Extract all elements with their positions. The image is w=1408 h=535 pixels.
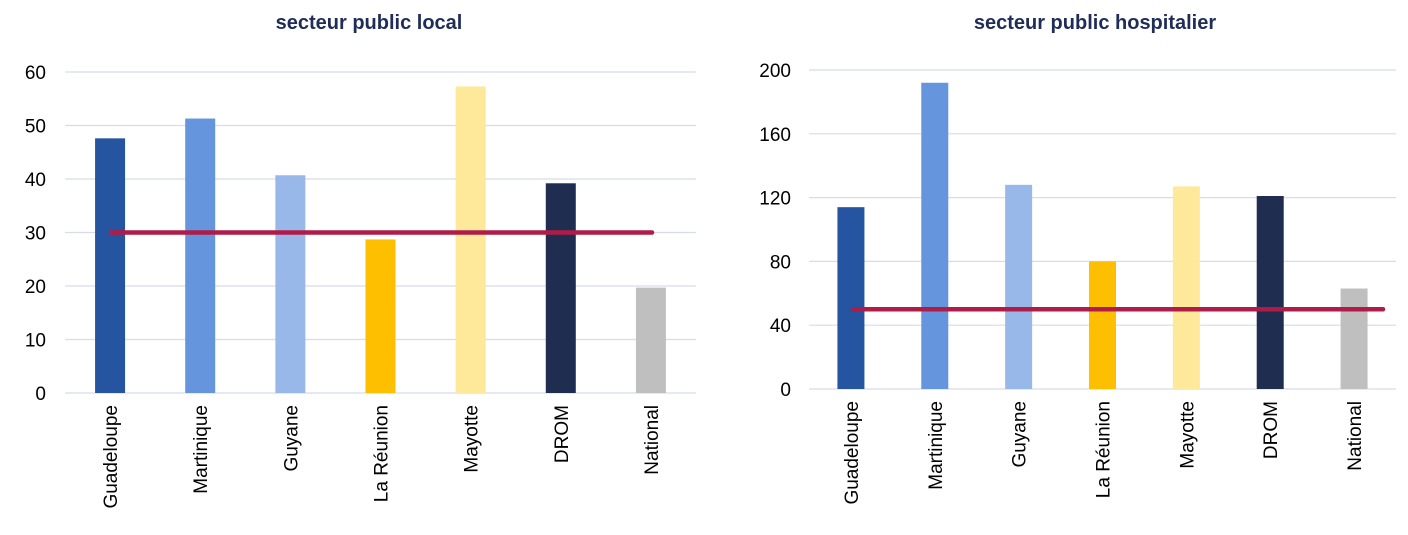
bar-drom — [1256, 196, 1284, 389]
chart-panel-hospitalier: secteur public hospitalier 0 40 80 120 160 20… — [704, 0, 1408, 535]
x-category-label: Martinique — [191, 405, 212, 494]
chart-title-local: secteur public local — [275, 12, 463, 34]
x-category-label: Guyane — [281, 405, 302, 472]
bar-drom — [545, 183, 576, 393]
bar-national — [1340, 288, 1368, 389]
bar-chart-local: 0 10 20 30 40 50 60 Guadeloupe Martinique Guyane L… — [25, 63, 696, 509]
y-tick-label: 160 — [759, 125, 791, 146]
x-category-label: Mayotte — [1177, 401, 1198, 469]
x-category-label: DROM — [552, 405, 573, 463]
bar-la-r-union — [365, 239, 396, 393]
bar-chart-hospitalier: 0 40 80 120 160 200 Guadeloupe Martinique Guyane… — [759, 61, 1396, 505]
x-category-label: La Réunion — [1094, 401, 1115, 498]
chart-title-hospitalier: secteur public hospitalier — [973, 12, 1217, 34]
bar-guyane — [275, 175, 306, 393]
bar-guadeloupe — [837, 207, 865, 389]
y-tick-label: 0 — [780, 380, 791, 401]
y-tick-label: 10 — [25, 331, 46, 352]
bar-guyane — [1005, 184, 1033, 389]
y-tick-label: 0 — [35, 384, 46, 405]
y-tick-label: 20 — [25, 277, 46, 298]
y-tick-label: 120 — [759, 189, 791, 210]
bar-martinique — [921, 82, 949, 389]
bar-national — [635, 287, 666, 393]
x-category-label: La Réunion — [372, 405, 393, 502]
x-category-label: Guyane — [1010, 401, 1031, 468]
y-tick-label: 40 — [770, 316, 791, 337]
y-tick-label: 30 — [25, 224, 46, 245]
x-category-label: Guadeloupe — [842, 401, 863, 505]
x-category-label: National — [1345, 401, 1366, 471]
y-tick-label: 50 — [25, 117, 46, 138]
x-category-label: Martinique — [926, 401, 947, 490]
chart-panel-local: secteur public local 0 10 20 30 40 50 60 Guadel… — [25, 12, 696, 509]
bar-guadeloupe — [95, 138, 126, 393]
x-category-label: DROM — [1261, 401, 1282, 459]
y-tick-label: 60 — [25, 63, 46, 84]
y-tick-label: 40 — [25, 170, 46, 191]
x-category-label: National — [642, 405, 663, 475]
x-category-label: Mayotte — [462, 405, 483, 473]
bar-martinique — [185, 118, 216, 394]
bar-mayotte — [455, 86, 486, 393]
y-tick-label: 80 — [770, 252, 791, 273]
bar-la-r-union — [1089, 261, 1116, 389]
bar-mayotte — [1172, 186, 1200, 389]
y-tick-label: 200 — [759, 61, 791, 82]
x-category-label: Guadeloupe — [101, 405, 122, 509]
